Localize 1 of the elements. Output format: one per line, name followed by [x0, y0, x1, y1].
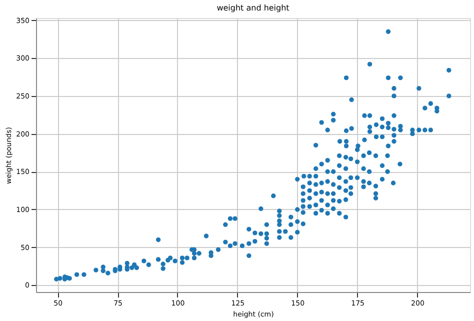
chart-title: weight and height [216, 3, 290, 12]
